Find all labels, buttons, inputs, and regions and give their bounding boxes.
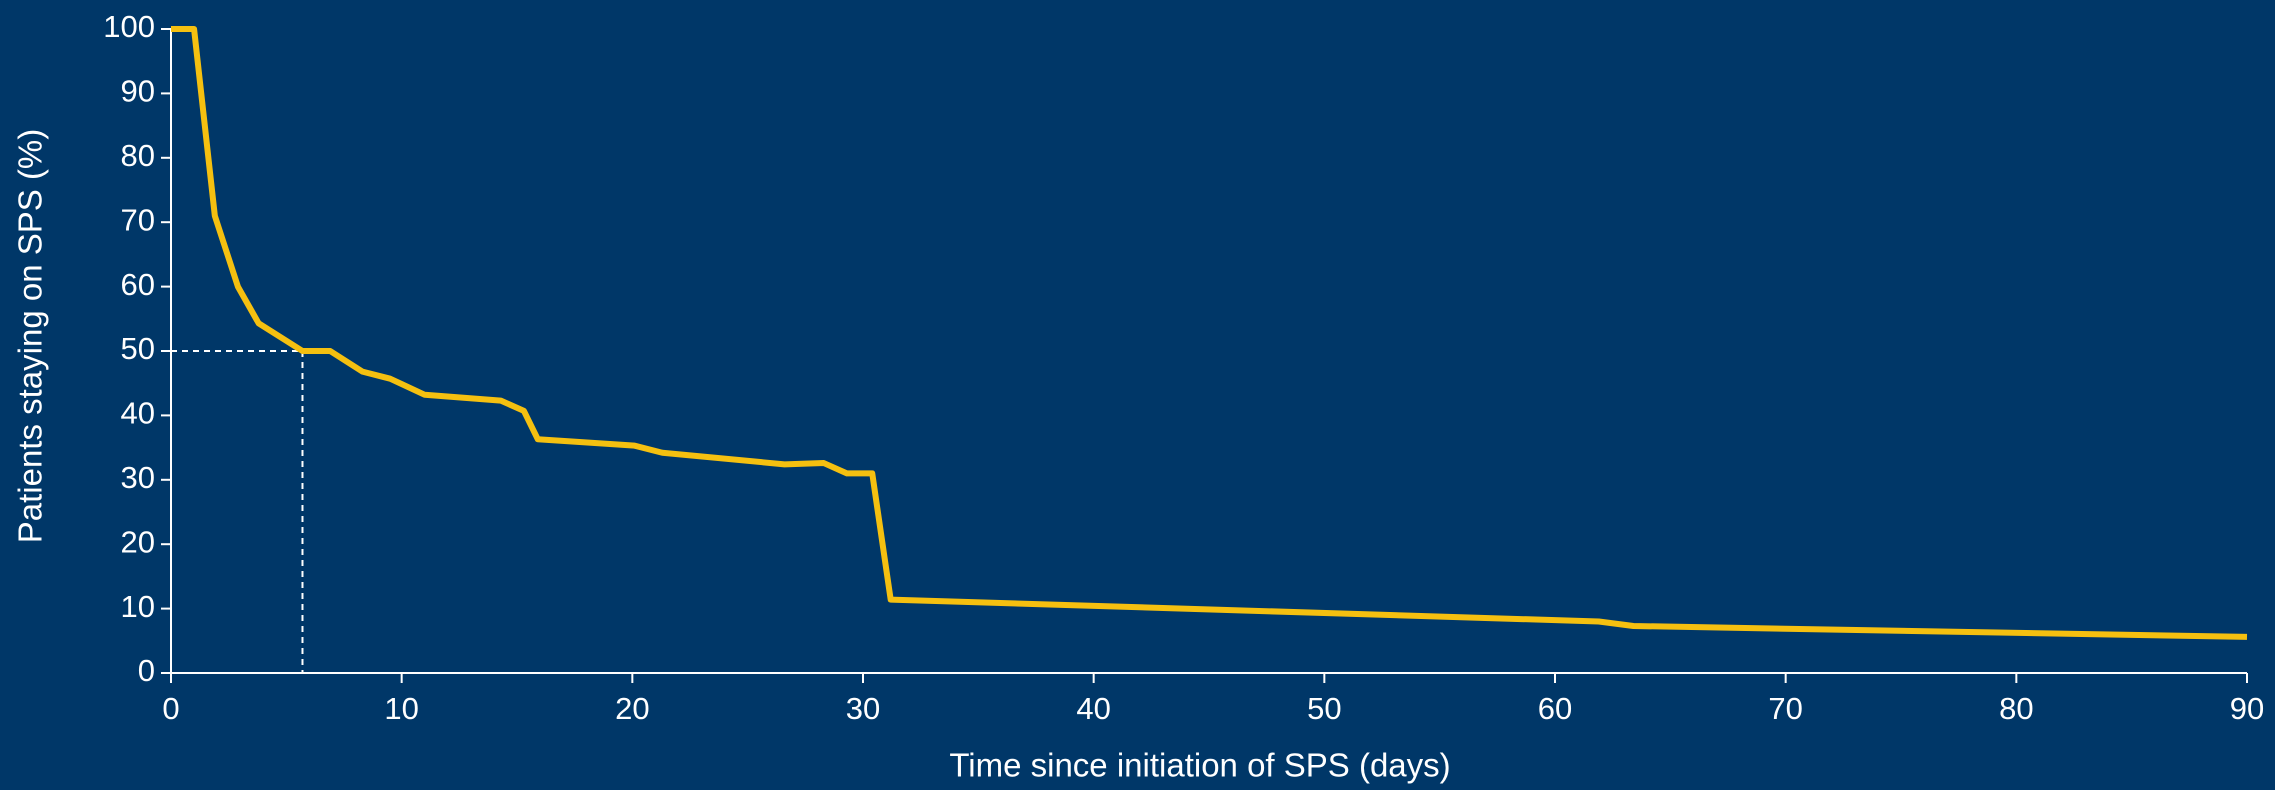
y-tick-label: 20 [121, 524, 155, 559]
y-tick-label: 10 [121, 589, 155, 624]
x-tick-label: 50 [1307, 691, 1341, 726]
y-tick-label: 100 [103, 9, 155, 44]
x-tick-label: 60 [1538, 691, 1572, 726]
x-tick-label: 80 [1999, 691, 2033, 726]
survival-line [171, 26, 2248, 640]
x-tick-label: 10 [384, 691, 418, 726]
y-tick-label: 70 [121, 202, 155, 237]
x-tick-label: 90 [2230, 691, 2264, 726]
x-axis-title: Time since initiation of SPS (days) [949, 747, 1450, 784]
y-tick-label: 40 [121, 396, 155, 431]
y-tick-label: 60 [121, 267, 155, 302]
y-axis-title: Patients staying on SPS (%) [12, 129, 49, 544]
y-tick-label: 80 [121, 138, 155, 173]
y-tick-label: 50 [121, 331, 155, 366]
y-tick-label: 30 [121, 460, 155, 495]
x-tick-label: 70 [1768, 691, 1802, 726]
y-tick-label: 0 [138, 653, 155, 688]
x-tick-label: 0 [162, 691, 179, 726]
x-tick-label: 30 [846, 691, 880, 726]
x-tick-label: 40 [1076, 691, 1110, 726]
y-tick-label: 90 [121, 74, 155, 109]
x-tick-label: 20 [615, 691, 649, 726]
